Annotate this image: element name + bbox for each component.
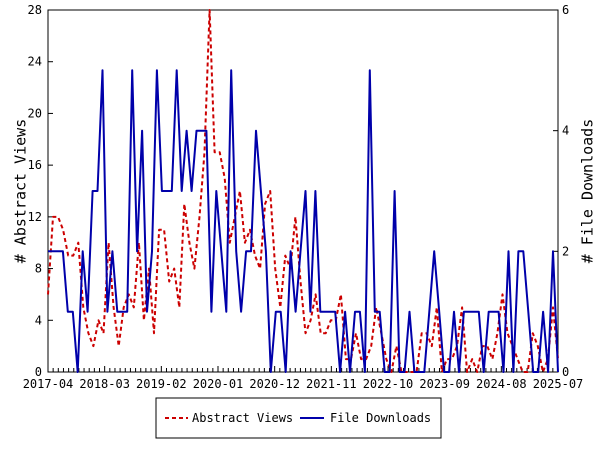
right-tick-label: 2 — [562, 244, 569, 258]
right-tick-label: 0 — [562, 365, 569, 379]
x-axis: 2017-04 2018-03 2019-02 2020-01 2020-12 2021-… — [23, 366, 584, 391]
x-tick-label: 2022-10 — [363, 377, 414, 391]
left-tick-label: 24 — [28, 55, 42, 69]
x-tick-label: 2021-11 — [306, 377, 357, 391]
legend-label-file-downloads: File Downloads — [330, 411, 431, 425]
left-tick-label: 12 — [28, 210, 42, 224]
series-layer — [47, 9, 559, 373]
x-tick-label: 2020-01 — [193, 377, 244, 391]
left-tick-label: 0 — [35, 365, 42, 379]
left-y-axis: 0 4 8 12 16 20 24 28 — [28, 3, 53, 379]
series-line-abstract-views — [47, 9, 559, 373]
legend-box — [155, 397, 442, 439]
right-tick-label: 4 — [562, 124, 569, 138]
x-tick-label: 2024-08 — [476, 377, 527, 391]
right-axis-title: # File Downloads — [579, 119, 597, 264]
left-tick-label: 20 — [28, 106, 42, 120]
x-tick-label: 2020-12 — [249, 377, 300, 391]
x-tick-label: 2023-09 — [419, 377, 470, 391]
x-tick-label: 2019-02 — [136, 377, 187, 391]
left-tick-label: 4 — [35, 313, 42, 327]
x-tick-label: 2017-04 — [23, 377, 74, 391]
right-tick-label: 6 — [562, 3, 569, 17]
left-tick-label: 28 — [28, 3, 42, 17]
left-tick-label: 16 — [28, 158, 42, 172]
x-tick-label: 2018-03 — [79, 377, 130, 391]
right-y-axis: 0 2 4 6 — [553, 3, 569, 379]
legend-label-abstract-views: Abstract Views — [192, 411, 293, 425]
left-tick-label: 8 — [35, 262, 42, 276]
x-tick-label: 2025-07 — [533, 377, 584, 391]
left-axis-title: # Abstract Views — [12, 119, 30, 264]
series-line-file-downloads — [48, 69, 559, 373]
legend: Abstract Views File Downloads — [155, 397, 442, 439]
